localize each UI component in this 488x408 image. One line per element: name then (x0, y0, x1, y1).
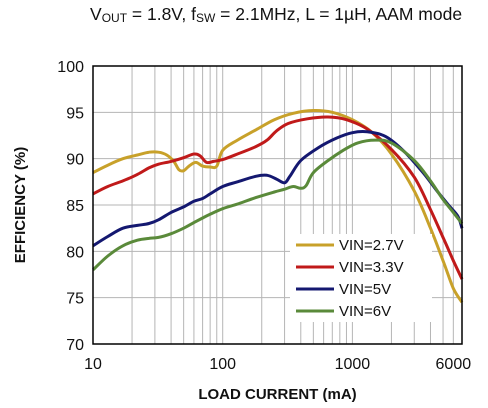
legend-label: VIN=5V (339, 281, 391, 298)
y-axis-label: EFFICIENCY (%) (12, 147, 29, 263)
x-tick-label: 10 (84, 356, 102, 373)
chart-title: VOUT = 1.8V, fSW = 2.1MHz, L = 1µH, AAM … (90, 4, 463, 25)
y-tick-label: 70 (66, 337, 84, 354)
series-line (92, 130, 464, 248)
tick-labels: 70 75 80 85 90 95 100 10 100 1000 6000 (57, 59, 471, 373)
y-tick-label: 75 (66, 291, 84, 308)
y-tick-label: 90 (66, 152, 84, 169)
plot-frame (92, 65, 463, 345)
y-tick-label: 95 (66, 105, 84, 122)
legend-label: VIN=3.3V (339, 259, 404, 276)
legend-label: VIN=6V (339, 303, 391, 320)
x-tick-label: 100 (209, 356, 236, 373)
x-axis-label: LOAD CURRENT (mA) (198, 386, 356, 403)
series-lines (91, 108, 464, 304)
y-tick-label: 80 (66, 244, 84, 261)
series-line (92, 115, 464, 280)
legend-box (290, 234, 432, 322)
series-line (92, 108, 464, 304)
y-tick-label: 100 (57, 59, 84, 76)
x-tick-label: 1000 (335, 356, 371, 373)
x-tick-label: 6000 (436, 356, 472, 373)
legend-label: VIN=2.7V (339, 237, 404, 254)
y-tick-label: 85 (66, 198, 84, 215)
series-line (91, 138, 464, 272)
legend: VIN=2.7V VIN=3.3V VIN=5V VIN=6V (290, 234, 432, 322)
